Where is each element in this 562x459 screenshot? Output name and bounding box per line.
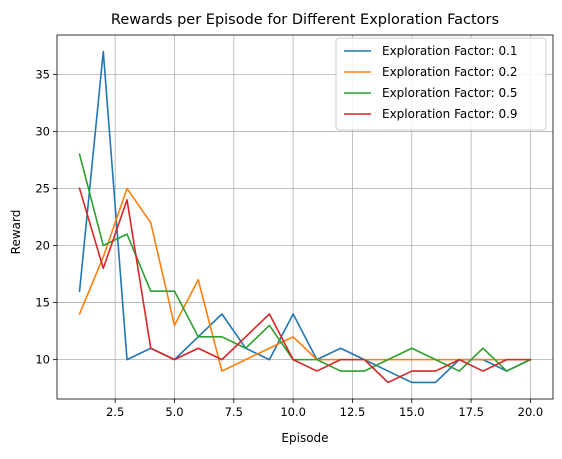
legend-label-3: Exploration Factor: 0.9 — [382, 107, 518, 121]
x-tick-label: 10.0 — [280, 405, 306, 419]
x-tick-label: 15.0 — [399, 405, 425, 419]
x-tick-label: 20.0 — [518, 405, 544, 419]
y-tick-label: 35 — [35, 67, 50, 81]
legend-label-1: Exploration Factor: 0.2 — [382, 65, 518, 79]
x-tick-label: 12.5 — [340, 405, 366, 419]
x-tick-label: 5.0 — [165, 405, 183, 419]
y-tick-label: 30 — [35, 124, 50, 138]
legend-label-0: Exploration Factor: 0.1 — [382, 44, 518, 58]
x-tick-label: 7.5 — [225, 405, 243, 419]
series-line-2 — [78, 153, 532, 372]
series-line-1 — [78, 187, 532, 372]
series-line-3 — [78, 187, 532, 384]
x-axis-label: Episode — [281, 431, 328, 445]
x-tick-label: 2.5 — [106, 405, 124, 419]
legend-label-2: Exploration Factor: 0.5 — [382, 86, 518, 100]
chart-title: Rewards per Episode for Different Explor… — [111, 12, 499, 28]
series-lines — [78, 50, 532, 384]
legend: Exploration Factor: 0.1 Exploration Facto… — [335, 37, 547, 131]
y-axis-ticks: 10 15 20 25 30 35 — [35, 67, 57, 367]
y-tick-label: 10 — [35, 353, 50, 367]
x-axis-ticks: 2.5 5.0 7.5 10.0 12.5 15.0 17.5 20.0 — [106, 399, 543, 419]
y-tick-label: 25 — [35, 181, 50, 195]
x-tick-label: 17.5 — [458, 405, 484, 419]
y-tick-label: 15 — [35, 296, 50, 310]
y-axis-label: Reward — [9, 210, 23, 255]
legend-box — [335, 37, 547, 131]
plot-frame — [56, 34, 554, 400]
y-tick-label: 20 — [35, 239, 50, 253]
